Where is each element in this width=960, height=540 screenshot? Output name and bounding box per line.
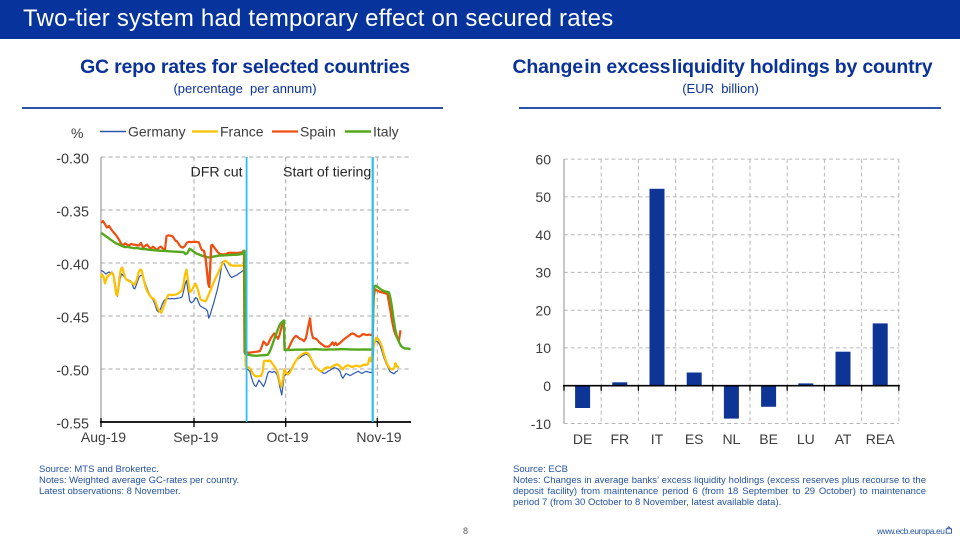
svg-text:20: 20 bbox=[535, 303, 551, 319]
svg-text:Sep-19: Sep-19 bbox=[173, 429, 218, 445]
svg-text:France: France bbox=[220, 124, 264, 140]
svg-text:40: 40 bbox=[535, 227, 551, 243]
svg-text:-0.30: -0.30 bbox=[56, 152, 89, 168]
svg-text:-0.35: -0.35 bbox=[56, 205, 89, 221]
svg-text:Oct-19: Oct-19 bbox=[266, 429, 308, 445]
svg-text:DFR cut: DFR cut bbox=[191, 165, 243, 181]
svg-text:NL: NL bbox=[722, 431, 740, 447]
svg-text:50: 50 bbox=[535, 189, 551, 205]
svg-text:Germany: Germany bbox=[128, 124, 186, 140]
svg-text:LU: LU bbox=[797, 431, 815, 447]
svg-text:FR: FR bbox=[610, 431, 629, 447]
svg-text:Aug-19: Aug-19 bbox=[81, 429, 126, 445]
svg-text:30: 30 bbox=[535, 265, 551, 281]
svg-text:Start of tiering: Start of tiering bbox=[283, 165, 371, 181]
svg-text:IT: IT bbox=[651, 431, 664, 447]
svg-text:0: 0 bbox=[543, 378, 551, 394]
svg-text:-0.55: -0.55 bbox=[56, 417, 89, 433]
svg-text:10: 10 bbox=[535, 340, 551, 356]
svg-text:60: 60 bbox=[535, 151, 551, 167]
svg-text:Spain: Spain bbox=[300, 124, 336, 140]
svg-text:DE: DE bbox=[573, 431, 592, 447]
svg-text:REA: REA bbox=[866, 431, 895, 447]
svg-text:-0.50: -0.50 bbox=[56, 364, 89, 380]
svg-text:ES: ES bbox=[685, 431, 704, 447]
svg-text:-0.40: -0.40 bbox=[56, 258, 89, 274]
svg-text:AT: AT bbox=[835, 431, 852, 447]
svg-text:%: % bbox=[71, 125, 83, 141]
svg-text:-0.45: -0.45 bbox=[56, 311, 89, 327]
svg-text:-10: -10 bbox=[531, 416, 551, 432]
svg-text:Italy: Italy bbox=[373, 124, 399, 140]
svg-text:Nov-19: Nov-19 bbox=[356, 429, 401, 445]
svg-text:BE: BE bbox=[759, 431, 778, 447]
